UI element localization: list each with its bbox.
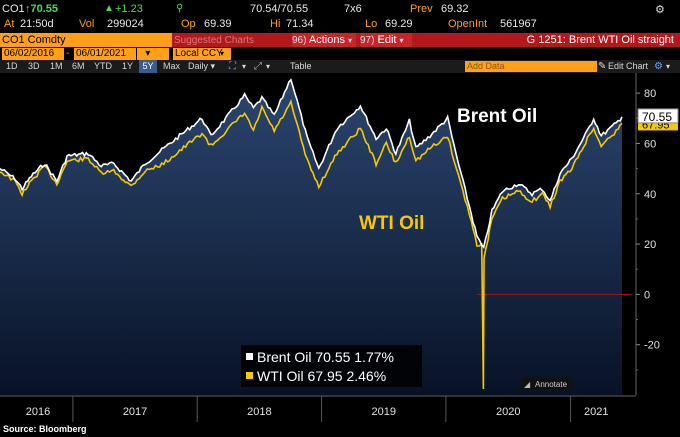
vol-label: Vol (79, 18, 95, 30)
actions-menu[interactable]: 96) Actions ▾ (292, 33, 356, 48)
chart-link-icon[interactable]: ⚲ (176, 3, 184, 14)
period-3d[interactable]: 3D (28, 61, 40, 71)
quote-row-2: At 21:50d Vol 299024 Op 69.39 Hi 71.34 L… (0, 18, 680, 32)
period-6m[interactable]: 6M (72, 61, 85, 71)
line-chart-icon[interactable]: ⛶ (229, 61, 236, 72)
openint-label: OpenInt (448, 18, 488, 30)
y-tick-label-0: 0 (644, 289, 650, 301)
end-date-input[interactable]: 06/01/2021 (74, 48, 136, 60)
annotate-label: Annotate (535, 380, 568, 389)
annotate-bg (521, 378, 571, 390)
edit-chart-button[interactable]: Edit Chart (608, 61, 649, 71)
actions-chevron-down-icon: ▾ (348, 36, 353, 45)
period-toolbar: 1D 3D 1M 6M YTD 1Y 5Y Max Daily ▾ ⛶ ▾ ⤢ … (0, 60, 680, 73)
period-ytd[interactable]: YTD (94, 61, 112, 71)
legend-label-brent: Brent Oil 70.55 1.77% (257, 349, 394, 365)
annotate-icon: ◢ (524, 380, 531, 389)
chart-title: G 1251: Brent WTI Oil straight (526, 34, 674, 46)
prev-label: Prev (410, 3, 433, 15)
period-dropdown[interactable]: ▾ (137, 48, 169, 60)
y-tick-label-20: 20 (644, 239, 656, 251)
settings-icon[interactable]: ⚙ (654, 61, 663, 72)
annotate-button[interactable]: ◢ Annotate (521, 378, 571, 390)
up-arrow-icon: ▲ (104, 3, 114, 14)
period-5y[interactable]: 5Y (139, 60, 157, 73)
wti-line (0, 98, 623, 390)
edit-menu[interactable]: 97) Edit ▾ (360, 33, 412, 48)
brent-annotation: Brent Oil (457, 106, 537, 127)
ticker: CO1 (2, 3, 25, 15)
period-1m[interactable]: 1M (50, 61, 63, 71)
vol-value: 299024 (107, 18, 144, 30)
legend: Brent Oil 70.55 1.77% WTI Oil 67.95 2.46% (241, 345, 422, 387)
period-max[interactable]: Max (163, 61, 181, 71)
x-tick-label-2020: 2020 (496, 406, 520, 418)
period-1y[interactable]: 1Y (122, 61, 134, 71)
command-bar: CO1 Comdty Suggested Charts 96) Actions … (0, 33, 680, 48)
x-tick-label-2017: 2017 (123, 406, 147, 418)
brent-area-fill (0, 79, 622, 396)
y-tick-label-40: 40 (644, 189, 656, 201)
hi-label: Hi (270, 18, 281, 30)
draw-tool-icon[interactable]: ⤢ (254, 61, 262, 72)
currency-select[interactable]: Local CCY (173, 48, 231, 60)
y-tick-label-60: 60 (644, 138, 656, 150)
period-1d[interactable]: 1D (6, 61, 18, 71)
x-tick-label-2021: 2021 (584, 406, 608, 418)
openint-value: 561967 (500, 18, 537, 30)
date-range-row: 06/02/2016 - 06/01/2021 ▾ Local CCY ▾ (0, 47, 680, 61)
brent-last-tag (637, 108, 679, 124)
edit-chevron-down-icon: ▾ (399, 36, 404, 45)
legend-box (241, 345, 422, 387)
lo-label: Lo (365, 18, 378, 30)
start-date-input[interactable]: 06/02/2016 (2, 48, 64, 60)
at-label: At (4, 18, 15, 30)
bid-ask-size: 7x6 (344, 3, 362, 15)
legend-swatch-wti (246, 372, 253, 379)
y-tick-label--20: -20 (644, 340, 660, 352)
suggested-charts-button[interactable]: Suggested Charts (174, 35, 255, 46)
frequency-label: Daily (188, 61, 209, 71)
actions-number: 96) (292, 35, 307, 46)
settings-chevron-down-icon[interactable]: ▾ (666, 62, 671, 71)
price-change: +1.23 (115, 3, 143, 15)
currency-chevron-down-icon: ▾ (220, 49, 225, 58)
y-tick-label-80: 80 (644, 88, 656, 100)
time-value: 21:50d (20, 18, 54, 30)
brent-line (0, 78, 623, 249)
last-price: ↑70.55 (25, 3, 59, 15)
add-data-input[interactable]: Add Data (465, 61, 597, 72)
edit-number: 97) (360, 35, 375, 46)
op-value: 69.39 (204, 18, 232, 30)
table-button[interactable]: Table (290, 61, 312, 71)
frequency-select[interactable]: Daily ▾ (188, 61, 216, 71)
x-tick-label-2016: 2016 (26, 406, 50, 418)
pencil-icon[interactable]: ✎ (598, 61, 607, 72)
draw-tool-chevron-down-icon[interactable]: ▾ (266, 62, 271, 71)
legend-swatch-brent (246, 353, 253, 360)
settings-gear-icon[interactable]: ⚙ (655, 4, 665, 16)
chart-type-chevron-down-icon[interactable]: ▾ (242, 62, 247, 71)
bid-ask: 70.54/70.55 (250, 3, 309, 15)
wti-annotation: WTI Oil (359, 213, 424, 234)
date-separator: - (66, 48, 70, 59)
x-tick-label-2019: 2019 (371, 406, 395, 418)
actions-label: Actions (308, 34, 345, 46)
prev-value: 69.32 (441, 3, 469, 15)
lo-value: 69.29 (385, 18, 413, 30)
security-field[interactable]: CO1 Comdty (0, 33, 172, 48)
quote-row-1: CO1 ↑70.55 ▲ +1.23 ⚲ 70.54/70.55 7x6 Pre… (0, 3, 680, 17)
brent-last-value: 70.55 (642, 110, 672, 124)
source-note: Source: Bloomberg (3, 424, 87, 434)
op-label: Op (181, 18, 196, 30)
edit-label: Edit (377, 34, 397, 46)
x-axis-band (0, 396, 680, 423)
hi-value: 71.34 (286, 18, 314, 30)
legend-label-wti: WTI Oil 67.95 2.46% (257, 368, 386, 384)
x-tick-label-2018: 2018 (247, 406, 271, 418)
